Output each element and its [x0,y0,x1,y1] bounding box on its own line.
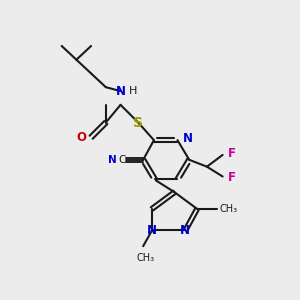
Text: H: H [129,86,137,96]
Text: N: N [180,224,190,237]
Text: N: N [147,224,157,237]
Text: F: F [227,147,236,161]
Text: S: S [133,116,143,130]
Text: F: F [227,171,236,184]
Text: N: N [182,132,192,145]
Text: CH₃: CH₃ [136,253,154,263]
Text: C: C [119,155,126,165]
Text: N: N [116,85,126,98]
Text: O: O [76,131,86,144]
Text: CH₃: CH₃ [220,204,238,214]
Text: N: N [108,155,117,165]
